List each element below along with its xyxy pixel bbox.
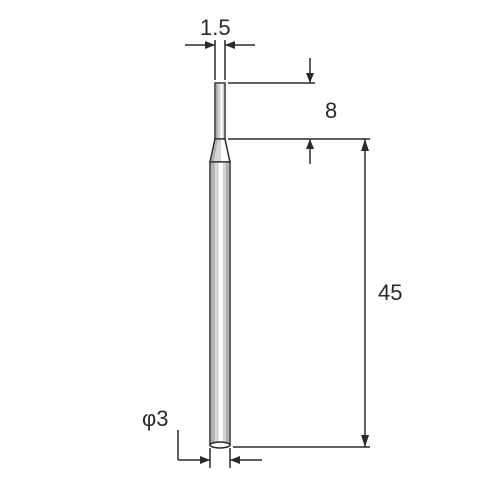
dim-tip-width-label: 1.5	[200, 15, 231, 40]
dim-shank-diameter-label: φ3	[142, 406, 169, 431]
tool-bit	[210, 83, 230, 448]
dim-tip-length-label: 8	[325, 98, 337, 123]
dim-shank-length-label: 45	[378, 280, 402, 305]
dim-tip-width: 1.5	[185, 15, 255, 80]
dim-tip-length: 8	[228, 58, 370, 164]
dim-shank-diameter: φ3	[142, 406, 262, 468]
tip-cylinder	[215, 83, 225, 141]
shank-cylinder	[210, 162, 230, 448]
taper-cone	[210, 139, 230, 162]
dim-shank-length: 45	[233, 139, 402, 447]
tool-dimension-diagram: 1.5 8 45 φ3	[0, 0, 500, 500]
